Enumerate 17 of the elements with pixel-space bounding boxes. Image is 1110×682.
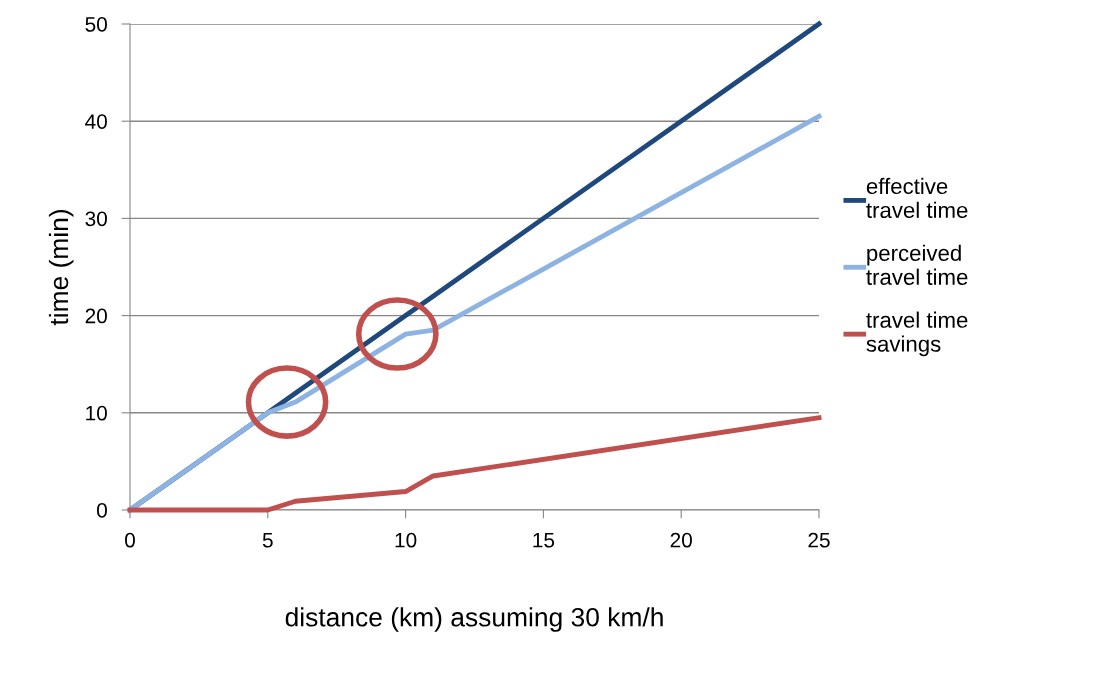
legend-label: effective travel time <box>866 177 968 219</box>
x-tick-label: 20 <box>670 532 692 548</box>
y-tick-label: 0 <box>97 503 107 518</box>
x-tick-label: 0 <box>125 532 135 548</box>
x-tick-label: 5 <box>262 532 273 548</box>
y-tick-label: 20 <box>85 308 107 324</box>
x-tick-label: 10 <box>395 532 417 548</box>
legend-label: perceived travel time <box>866 244 968 285</box>
x-tick-label: 25 <box>808 532 830 548</box>
legend-label: travel time savings <box>866 311 968 357</box>
y-tick-label: 40 <box>85 114 107 129</box>
y-tick-label: 10 <box>86 405 107 421</box>
x-tick-label: 15 <box>533 532 555 548</box>
y-axis-title: time (min) <box>48 209 74 326</box>
x-axis-title: distance (km) assuming 30 km/h <box>285 607 663 632</box>
y-tick-label: 30 <box>85 211 107 227</box>
y-tick-label: 50 <box>85 17 107 32</box>
